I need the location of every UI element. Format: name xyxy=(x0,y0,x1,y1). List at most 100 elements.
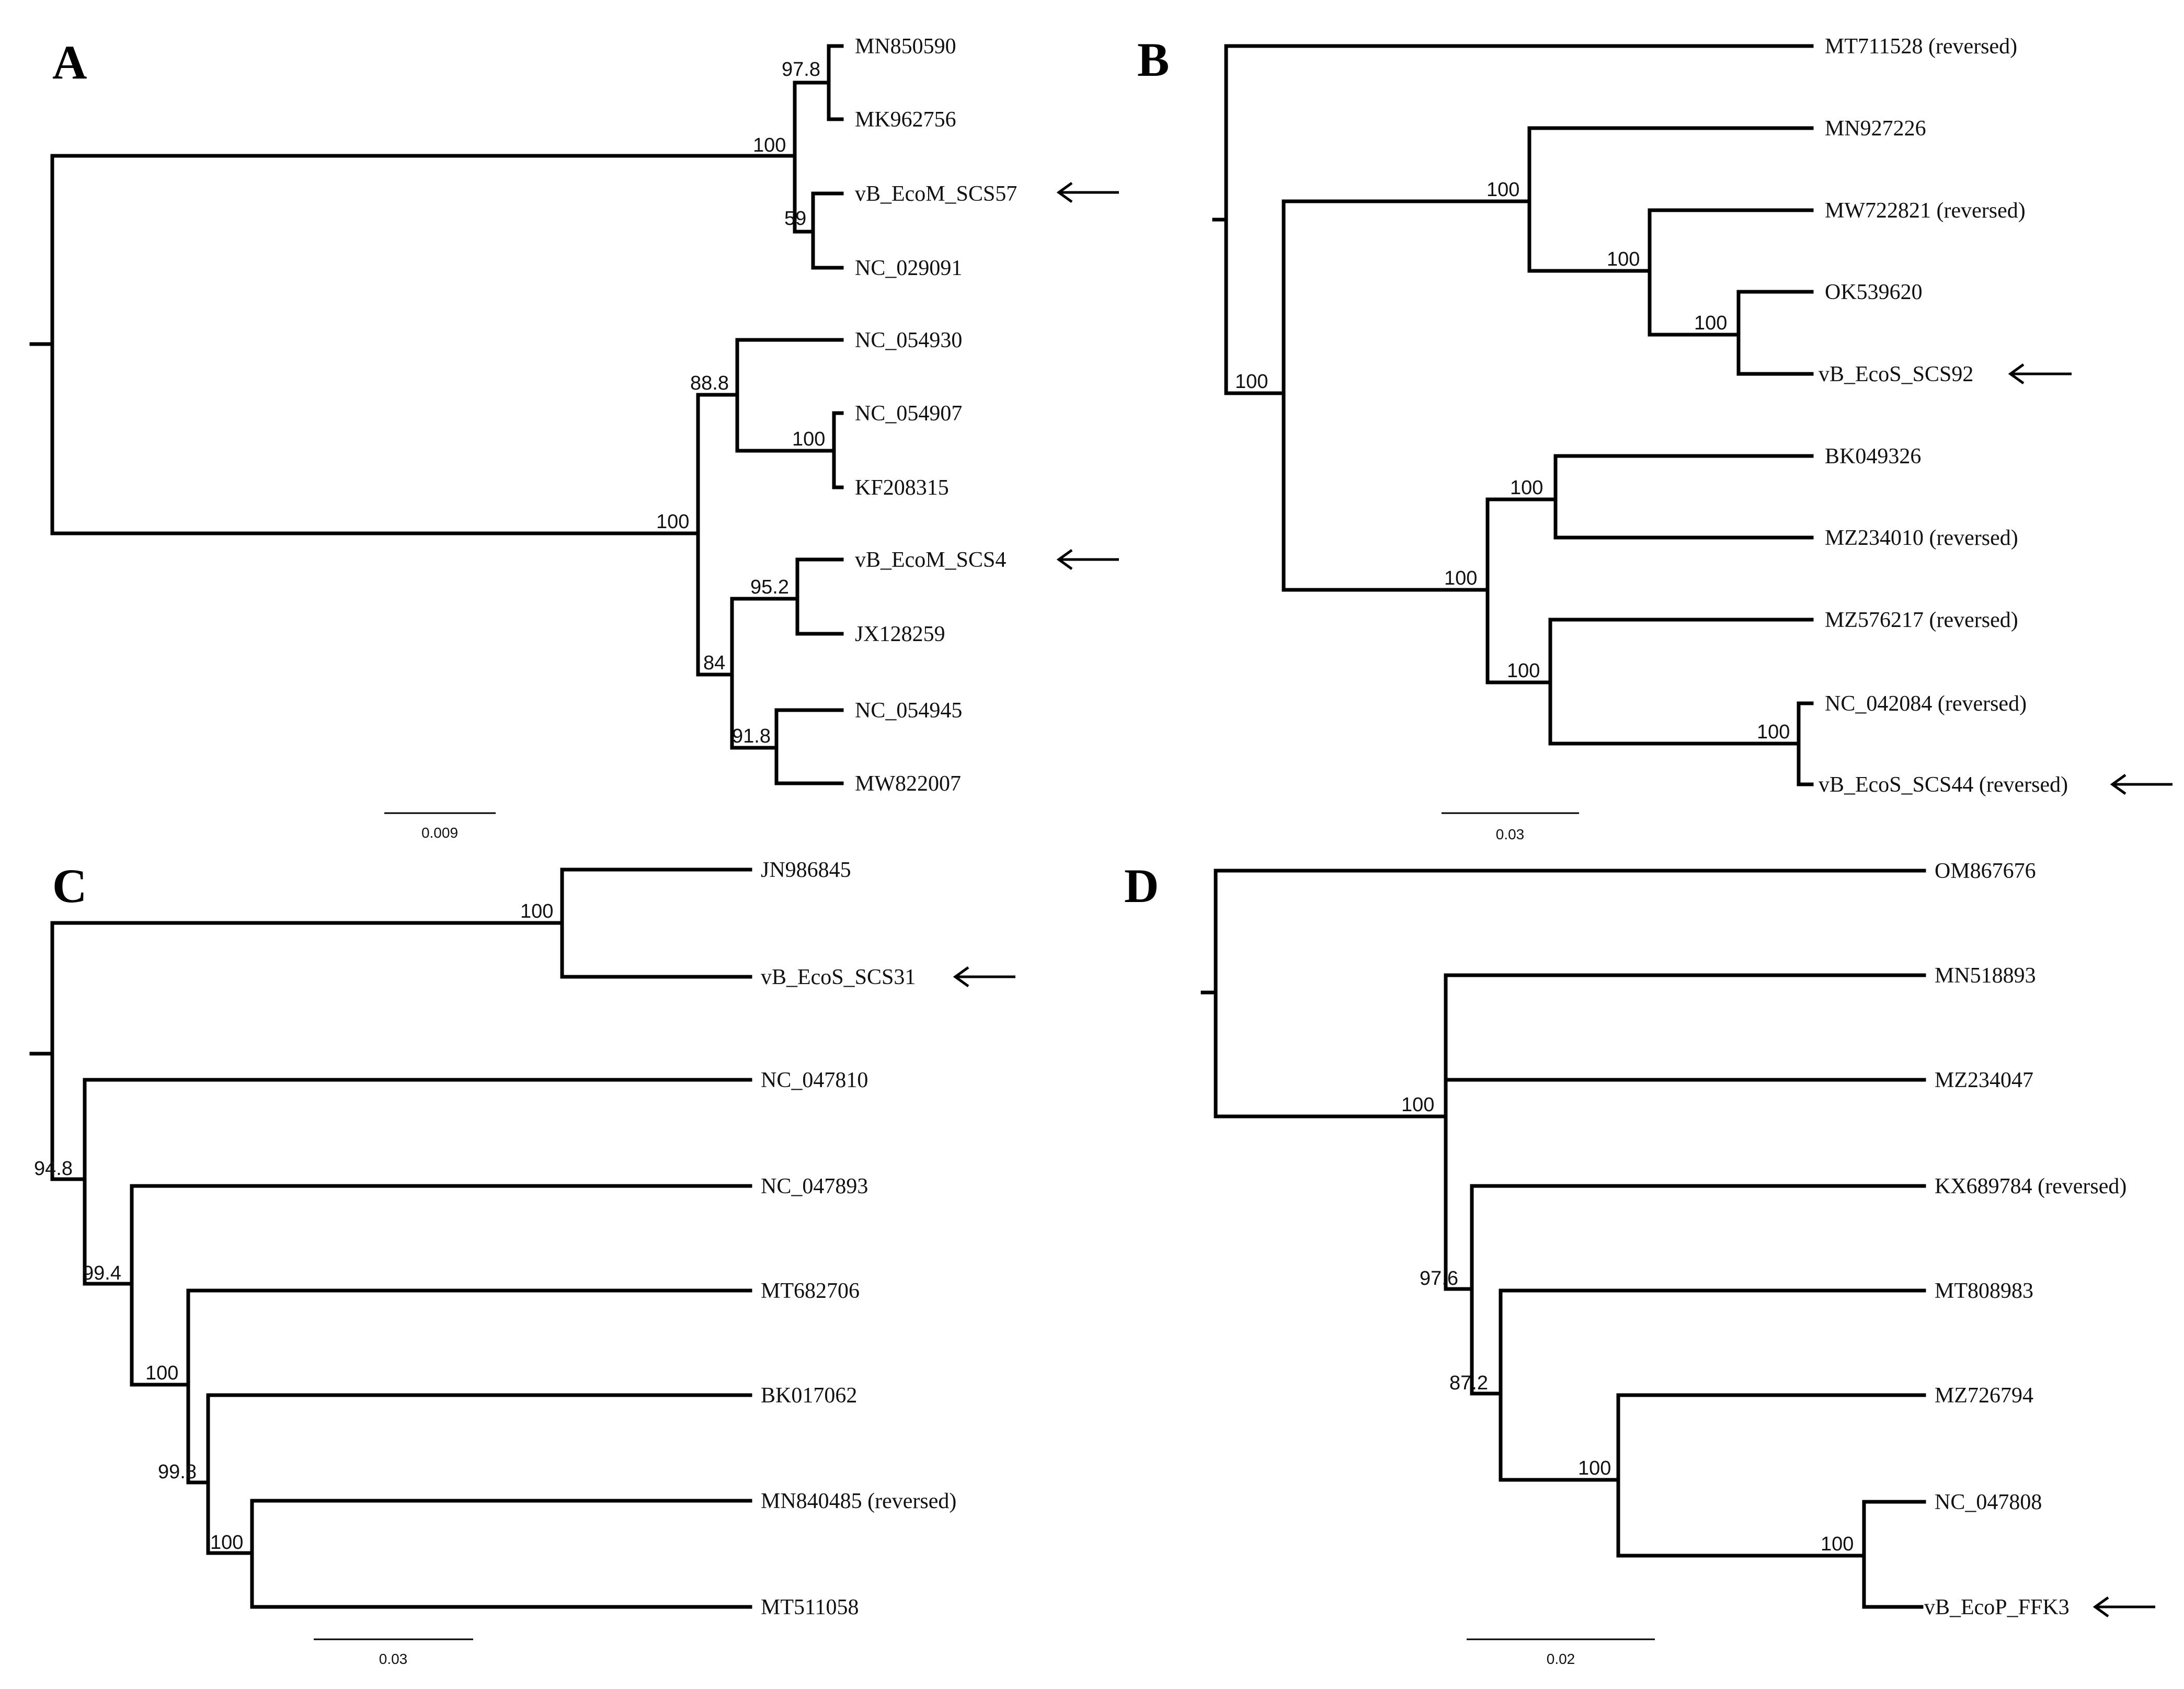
tip-label: MT511058 xyxy=(761,1595,859,1619)
panel-label-a: A xyxy=(52,36,87,89)
tip-label: NC_047808 xyxy=(1935,1490,2042,1514)
bootstrap-value: 100 xyxy=(656,511,689,533)
tip-label: vB_EcoM_SCS4 xyxy=(855,548,1006,572)
panel-b-bootstrap-values: 100 100 100 100 100 100 100 100 xyxy=(1235,179,1790,743)
panel-d: D OM867676 MN518893 MZ234 xyxy=(1124,859,2155,1667)
bootstrap-value: 100 xyxy=(1507,660,1540,682)
panel-b: B xyxy=(1137,33,2172,842)
panel-a-scale-bar: 0.009 xyxy=(384,812,496,841)
tip-label: MZ234047 xyxy=(1935,1068,2033,1092)
panel-label-c: C xyxy=(52,859,87,912)
tip-label: vB_EcoS_SCS92 xyxy=(1819,362,1973,386)
tip-label: NC_047893 xyxy=(761,1174,868,1199)
panel-d-bootstrap-values: 100 97.6 87.2 100 100 xyxy=(1401,1094,1854,1555)
tip-label: NC_042084 (reversed) xyxy=(1825,692,2027,716)
panel-a-tip-labels: MN850590 MK962756 vB_EcoM_SCS57 NC_02909… xyxy=(855,35,1017,796)
bootstrap-value: 94.8 xyxy=(34,1158,73,1180)
panel-c-scale-bar: 0.03 xyxy=(314,1638,473,1667)
scale-bar-label: 0.02 xyxy=(1547,1651,1575,1667)
panel-d-arrows xyxy=(2092,1596,2155,1618)
bootstrap-value: 87.2 xyxy=(1449,1372,1488,1394)
bootstrap-value: 100 xyxy=(1694,312,1727,334)
tip-label: KF208315 xyxy=(855,476,949,500)
panel-b-branches xyxy=(1212,44,1814,786)
tip-label: JX128259 xyxy=(855,622,945,646)
panel-c: C JN986845 vB_Eco xyxy=(29,858,1015,1667)
bootstrap-value: 100 xyxy=(520,900,553,922)
panel-a: A xyxy=(29,35,1119,841)
bootstrap-value: 100 xyxy=(1401,1094,1434,1116)
tip-label: MN850590 xyxy=(855,35,956,59)
tip-label: MZ234010 (reversed) xyxy=(1825,526,2018,550)
tip-label: NC_054930 xyxy=(855,328,962,352)
tip-label: NC_054945 xyxy=(855,699,962,723)
bootstrap-value: 99.4 xyxy=(83,1262,121,1284)
bootstrap-value: 91.8 xyxy=(732,725,771,747)
scale-bar-label: 0.03 xyxy=(379,1651,408,1667)
bootstrap-value: 100 xyxy=(753,134,786,156)
bootstrap-value: 100 xyxy=(1235,371,1268,393)
scale-bar-label: 0.03 xyxy=(1496,826,1525,842)
arrow-icon xyxy=(2092,1596,2155,1618)
tip-label: KX689784 (reversed) xyxy=(1935,1174,2126,1199)
panel-b-tip-labels: MT711528 (reversed) MN927226 MW722821 (r… xyxy=(1819,35,2068,797)
panel-label-d: D xyxy=(1124,859,1159,912)
arrow-icon xyxy=(953,966,1015,988)
bootstrap-value: 95.2 xyxy=(750,576,789,598)
bootstrap-value: 100 xyxy=(145,1362,178,1384)
panel-c-tip-labels: JN986845 vB_EcoS_SCS31 NC_047810 NC_0478… xyxy=(761,858,956,1619)
tip-label: MK962756 xyxy=(855,108,956,132)
bootstrap-value: 100 xyxy=(1578,1457,1611,1479)
panel-a-arrows xyxy=(1056,181,1119,570)
bootstrap-value: 100 xyxy=(792,428,825,450)
tip-label: MT808983 xyxy=(1935,1279,2033,1303)
panel-label-b: B xyxy=(1137,33,1169,86)
arrow-icon xyxy=(1056,181,1119,203)
tip-label: MT711528 (reversed) xyxy=(1825,35,2017,59)
bootstrap-value: 100 xyxy=(1607,248,1640,270)
panel-b-arrows xyxy=(2008,363,2172,795)
tip-label: MW722821 (reversed) xyxy=(1825,199,2026,223)
bootstrap-value: 100 xyxy=(1487,179,1519,201)
tip-label: NC_047810 xyxy=(761,1068,868,1092)
tip-label: BK049326 xyxy=(1825,444,1921,469)
tip-label: vB_EcoS_SCS44 (reversed) xyxy=(1819,773,2068,797)
arrow-icon xyxy=(2110,773,2172,795)
panel-c-branches xyxy=(29,868,752,1609)
panel-c-arrows xyxy=(953,966,1015,988)
bootstrap-value: 100 xyxy=(1510,477,1543,499)
tip-label: MZ726794 xyxy=(1935,1384,2033,1408)
bootstrap-value: 59 xyxy=(784,208,806,230)
panel-d-branches xyxy=(1200,869,1926,1609)
panel-a-bootstrap-values: 97.8 100 59 100 88.8 100 95.2 84 91.8 xyxy=(656,59,825,747)
tip-label: OK539620 xyxy=(1825,280,1923,304)
bootstrap-value: 97.6 xyxy=(1420,1268,1458,1289)
tip-label: NC_029091 xyxy=(855,256,962,280)
tip-label: MT682706 xyxy=(761,1279,860,1303)
tip-label: MW822007 xyxy=(855,772,961,796)
tip-label: OM867676 xyxy=(1935,859,2036,883)
tip-label: NC_054907 xyxy=(855,402,962,426)
tip-label: MN840485 (reversed) xyxy=(761,1489,956,1513)
bootstrap-value: 84 xyxy=(703,652,725,674)
bootstrap-value: 88.8 xyxy=(690,372,729,394)
tip-label: MN927226 xyxy=(1825,117,1926,141)
panel-c-bootstrap-values: 100 94.8 99.4 100 99.8 100 xyxy=(34,900,553,1554)
tip-label: MN518893 xyxy=(1935,964,2036,988)
tip-label: BK017062 xyxy=(761,1384,857,1408)
tip-label: vB_EcoS_SCS31 xyxy=(761,965,916,989)
tip-label: vB_EcoM_SCS57 xyxy=(855,182,1017,206)
bootstrap-value: 100 xyxy=(1444,567,1477,589)
tip-label: MZ576217 (reversed) xyxy=(1825,608,2018,632)
tip-label: vB_EcoP_FFK3 xyxy=(1924,1595,2069,1619)
bootstrap-value: 100 xyxy=(1757,721,1790,743)
bootstrap-value: 99.8 xyxy=(158,1461,197,1483)
panel-b-scale-bar: 0.03 xyxy=(1442,812,1579,842)
bootstrap-value: 97.8 xyxy=(782,59,820,81)
bootstrap-value: 100 xyxy=(210,1532,243,1554)
tip-label: JN986845 xyxy=(761,858,851,882)
panel-d-tip-labels: OM867676 MN518893 MZ234047 KX689784 (rev… xyxy=(1924,859,2126,1619)
arrow-icon xyxy=(1056,549,1119,570)
scale-bar-label: 0.009 xyxy=(421,825,458,841)
